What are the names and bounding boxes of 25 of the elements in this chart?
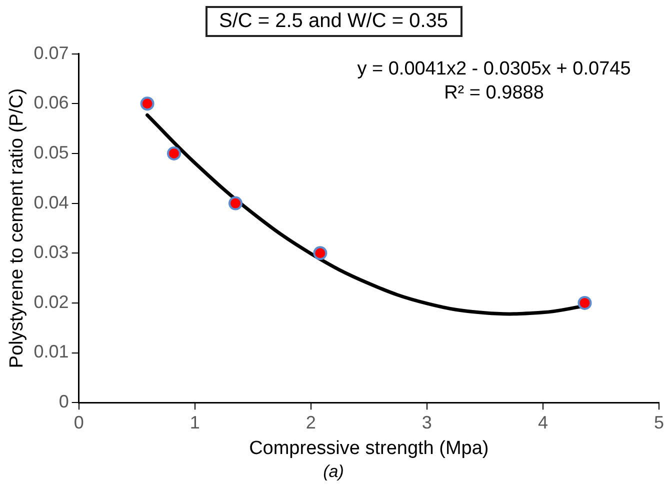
y-tick-label: 0.02 — [34, 292, 69, 312]
x-tick-label: 3 — [422, 412, 432, 432]
y-axis-title: Polystyrene to cement ratio (P/C) — [6, 88, 28, 368]
y-tick-label: 0.04 — [34, 192, 69, 212]
point — [578, 296, 592, 310]
x-axis-title: Compressive strength (Mpa) — [249, 438, 489, 459]
x-tick-label: 4 — [538, 412, 548, 432]
y-tick-label: 0.05 — [34, 142, 69, 162]
y-tick-label: 0.06 — [34, 92, 69, 113]
annotation: y = 0.0041x2 - 0.0305x + 0.0745 — [357, 58, 631, 80]
x-tick-label: 5 — [654, 412, 664, 432]
point — [313, 246, 328, 260]
annotation: R² = 0.9888 — [444, 82, 544, 104]
text: (a) — [322, 462, 345, 482]
y-tick-label: 0 — [58, 392, 69, 412]
x-tick-label: 2 — [306, 412, 316, 432]
point — [228, 196, 242, 210]
x-tick-label: 1 — [190, 412, 200, 432]
y-tick-label: 0.03 — [34, 242, 69, 262]
x-tick-label: 0 — [74, 412, 84, 432]
y-tick-label: 0.07 — [34, 42, 69, 63]
point — [166, 146, 181, 160]
y-tick-label: 0.01 — [34, 342, 69, 362]
point — [140, 96, 154, 111]
chart-title: S/C = 2.5 and W/C = 0.35 — [204, 6, 462, 37]
